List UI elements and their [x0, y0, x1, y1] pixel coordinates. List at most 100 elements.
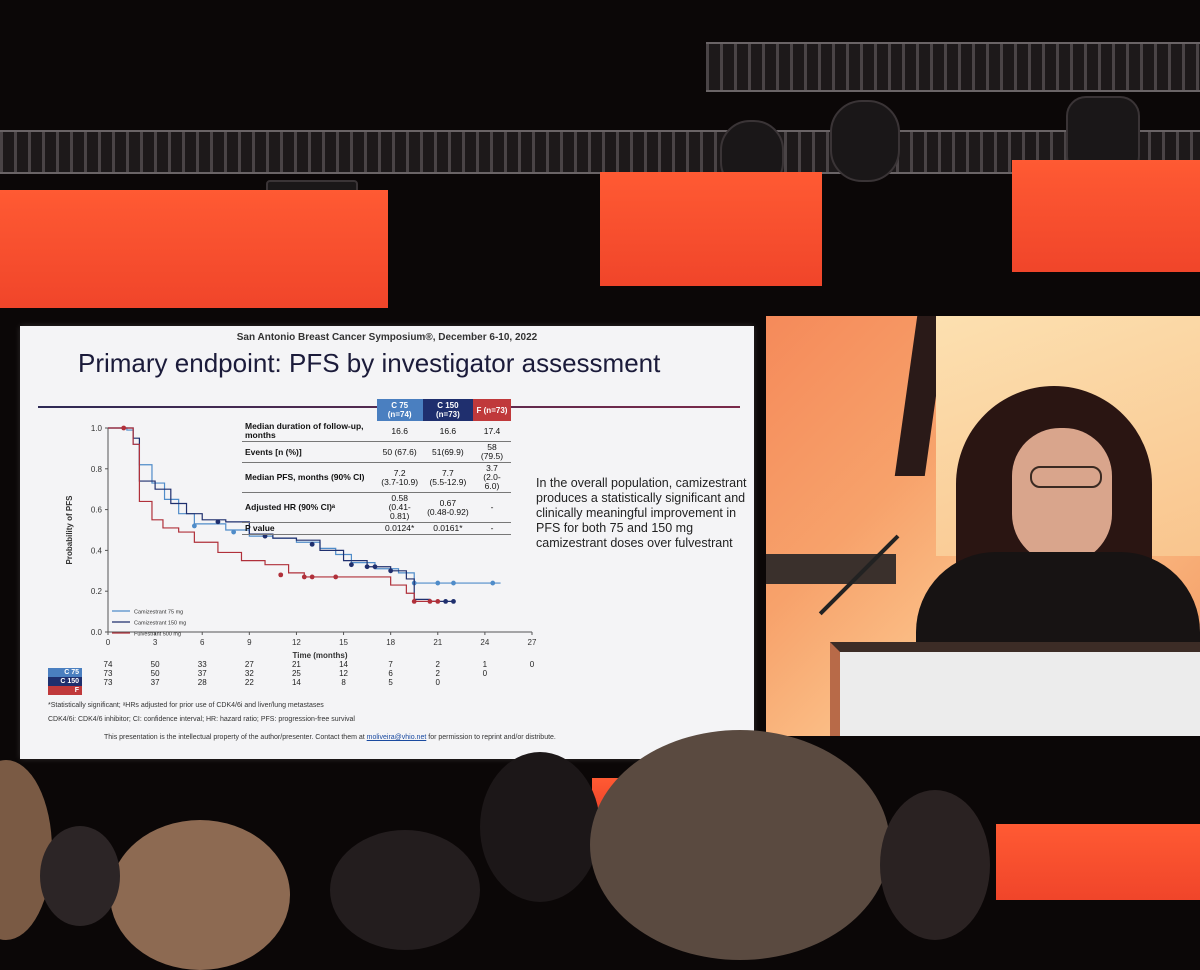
risk-cell: 14: [339, 660, 348, 669]
x-axis-label: Time (months): [293, 651, 348, 660]
x-tick-label: 21: [433, 638, 442, 647]
row-label: Events [n (%)]: [242, 441, 377, 463]
y-tick-label: 0.6: [91, 506, 103, 515]
risk-cell: 21: [291, 660, 301, 669]
row-label: Median duration of follow-up, months: [242, 421, 377, 442]
presenter-video-screen: [766, 316, 1200, 736]
censor-mark-series-2: [411, 599, 417, 604]
cell: 58 (79.5): [472, 441, 511, 463]
y-axis-label: Probability of PFS: [65, 495, 74, 565]
cell: 0.58 (0.41-0.81): [376, 492, 423, 523]
risk-cell: 25: [291, 669, 301, 678]
risk-cell: 50: [150, 660, 160, 669]
cell: 16.6: [422, 421, 473, 442]
censor-mark-series-2: [427, 599, 433, 604]
table-row: Adjusted HR (90% CI)ᵃ 0.58 (0.41-0.81) 0…: [242, 492, 511, 523]
censor-mark-series-1: [364, 564, 370, 570]
km-curve-series-1: [108, 427, 454, 602]
table-row: Median duration of follow-up, months 16.…: [242, 421, 511, 442]
audience-head: [330, 830, 480, 950]
table-row: P value 0.0124* 0.0161* -: [242, 522, 511, 535]
podium: [830, 642, 1200, 736]
censor-mark-series-1: [309, 541, 315, 547]
led-panel: [996, 824, 1200, 900]
x-tick-label: 18: [386, 638, 395, 647]
risk-cell: 22: [244, 678, 254, 687]
risk-cell: 33: [197, 660, 207, 669]
risk-cell: 32: [244, 669, 254, 678]
contact-email-link[interactable]: moliveira@vhio.net: [366, 734, 427, 741]
cell: -: [472, 522, 511, 535]
audience-head: [880, 790, 990, 940]
row-label: P value: [242, 522, 377, 535]
censor-mark-series-0: [191, 523, 197, 529]
censor-mark-series-0: [435, 580, 441, 586]
x-tick-label: 0: [106, 638, 111, 647]
censor-mark-series-2: [121, 425, 127, 431]
risk-cell: 74: [103, 660, 113, 669]
cell: 7.2 (3.7-10.9): [376, 462, 423, 493]
x-tick-label: 27: [528, 638, 537, 647]
cell: 50 (67.6): [376, 441, 423, 463]
audience-head: [40, 826, 120, 926]
km-chart: 0.0 0.2 0.4 0.6 0.8 1.0 0 3 6 9 12 15 18 21 24 27 Time (…: [65, 424, 537, 660]
risk-cell: 8: [341, 678, 346, 687]
y-tick-label: 0.0: [91, 628, 103, 637]
y-tick-label: 0.8: [91, 465, 103, 474]
censor-mark-series-1: [372, 564, 378, 570]
cell: 17.4: [472, 421, 511, 442]
header-f: F (n=73): [472, 399, 511, 421]
risk-cell: 14: [291, 678, 301, 687]
audience-head: [480, 752, 600, 902]
censor-mark-series-2: [435, 599, 441, 604]
cell: 3.7 (2.0-6.0): [472, 462, 511, 493]
copyright-suffix: for permission to reprint and/or distrib…: [428, 734, 556, 741]
risk-cell: 6: [388, 669, 393, 678]
presentation-slide: San Antonio Breast Cancer Symposium®, De…: [20, 326, 754, 759]
stage-light-fixture: [830, 100, 900, 182]
risk-cell: 27: [244, 660, 254, 669]
results-table: C 75 (n=74) C 150 (n=73) F (n=73) Median…: [242, 399, 511, 535]
slide-title: Primary endpoint: PFS by investigator as…: [78, 348, 661, 378]
footnote-significance: *Statistically significant; ᵃHRs adjuste…: [48, 702, 324, 709]
cell: 51(69.9): [422, 441, 473, 463]
led-panel: [600, 172, 822, 286]
risk-cell: 2: [435, 660, 440, 669]
risk-cell: 0: [435, 678, 440, 687]
censor-mark-series-2: [278, 572, 284, 578]
table-row: Events [n (%)] 50 (67.6) 51(69.9) 58 (79…: [242, 441, 511, 463]
key-finding-text: In the overall population, camizestrant …: [536, 476, 747, 550]
led-panel: [0, 190, 388, 308]
audience-head: [590, 730, 890, 960]
legend-entry: Camizestrant 150 mg: [134, 621, 186, 627]
footnote-abbreviations: CDK4/6i: CDK4/6 inhibitor; CI: confidenc…: [48, 716, 355, 723]
x-tick-label: 9: [247, 638, 252, 647]
censor-mark-series-0: [490, 580, 496, 586]
header-c150: C 150 (n=73): [422, 399, 473, 421]
x-tick-label: 3: [153, 638, 158, 647]
risk-cell: 7: [388, 660, 393, 669]
km-curve-series-2: [108, 427, 438, 602]
presenter-glasses: [1030, 466, 1102, 488]
conference-header: San Antonio Breast Cancer Symposium®, De…: [236, 332, 538, 343]
censor-mark-series-0: [451, 580, 456, 586]
censor-mark-series-1: [443, 599, 449, 604]
copyright-text: This presentation is the intellectual pr…: [104, 734, 365, 741]
censor-mark-series-1: [388, 568, 394, 574]
risk-cell: 73: [103, 678, 113, 687]
risk-cell: 37: [197, 669, 207, 678]
censor-mark-series-2: [309, 574, 315, 580]
risk-cell: 37: [150, 678, 160, 687]
risk-cell: 12: [339, 669, 348, 678]
row-label: Adjusted HR (90% CI)ᵃ: [242, 492, 377, 523]
results-table-header: C 75 (n=74) C 150 (n=73) F (n=73): [242, 399, 511, 421]
cell: 16.6: [376, 421, 423, 442]
table-row: Median PFS, months (90% CI) 7.2 (3.7-10.…: [242, 462, 511, 493]
risk-cell: 50: [150, 669, 160, 678]
cell: 0.0124*: [376, 522, 423, 535]
stage-truss-upper: [706, 42, 1200, 92]
cell: 0.67 (0.48-0.92): [422, 492, 473, 523]
x-tick-label: 12: [292, 638, 301, 647]
risk-label-c75: C 75: [48, 668, 82, 677]
risk-cell: 28: [197, 678, 207, 687]
